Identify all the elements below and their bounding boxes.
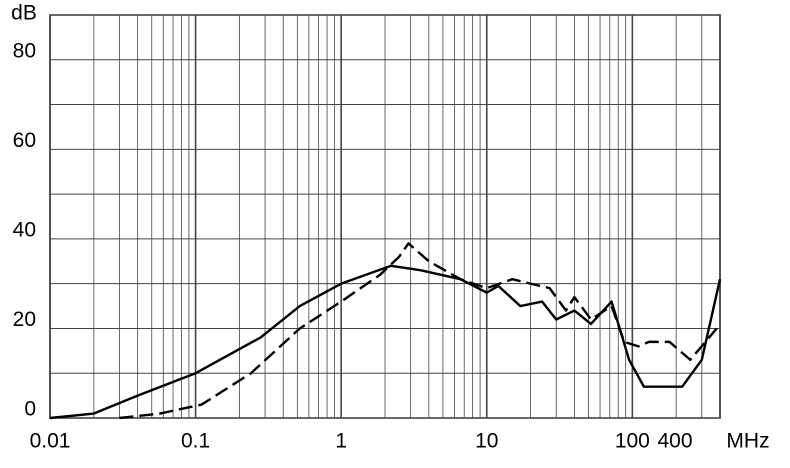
y-tick-label: 0 [24,398,36,421]
x-tick-label: 10 [475,430,498,453]
x-tick-label: 1 [335,430,347,453]
plot-frame [49,14,721,419]
y-axis-label: dB [11,2,37,25]
y-tick-label: 60 [13,129,36,152]
x-tick-label: 0.1 [181,430,210,453]
data-line [119,242,718,420]
x-tick-label: 400 [657,430,692,453]
y-tick-label: 20 [13,308,36,331]
x-tick-label: 0.01 [30,430,71,453]
data-line [49,264,722,420]
y-tick-label: 80 [13,39,36,62]
y-tick-label: 40 [13,218,36,241]
x-axis-label: MHz [726,430,769,453]
x-tick-label: 100 [615,430,650,453]
